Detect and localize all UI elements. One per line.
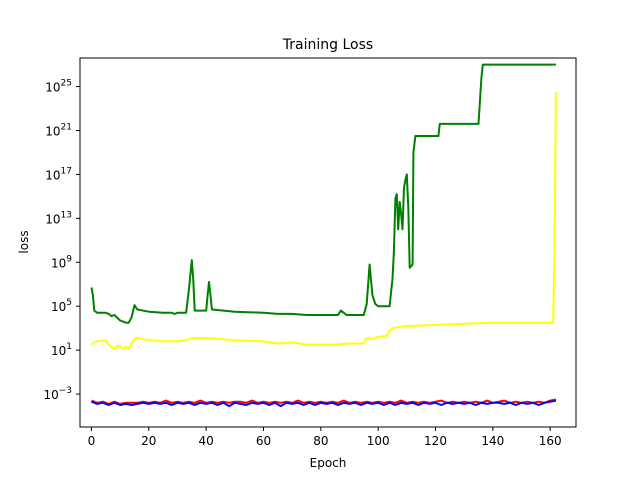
y-axis: 10−3 101 105 109 1013 1017 1021 1025 <box>43 79 80 402</box>
y-tick-label: 1013 <box>45 210 72 226</box>
series-line-2 <box>91 398 557 405</box>
y-tick-label: 109 <box>51 254 72 270</box>
x-tick-label: 140 <box>481 434 504 448</box>
x-tick-label: 80 <box>313 434 328 448</box>
x-axis: 0 20 40 60 80 100 120 140 160 <box>88 427 562 448</box>
x-tick-label: 100 <box>367 434 390 448</box>
y-tick-label: 10−3 <box>43 386 72 402</box>
y-tick-label: 1017 <box>45 166 72 182</box>
x-tick-label: 60 <box>256 434 271 448</box>
series-line-3 <box>91 399 557 408</box>
x-tick-label: 20 <box>141 434 156 448</box>
x-tick-label: 160 <box>539 434 562 448</box>
plot-frame <box>79 57 577 428</box>
x-tick-label: 120 <box>424 434 447 448</box>
y-tick-label: 1025 <box>45 79 72 95</box>
x-tick-label: 40 <box>199 434 214 448</box>
y-tick-label: 1021 <box>45 122 72 138</box>
y-tick-label: 105 <box>51 298 72 314</box>
x-axis-label: Epoch <box>310 456 347 470</box>
series-line-0 <box>90 63 556 324</box>
x-tick-label: 0 <box>88 434 96 448</box>
y-tick-label: 101 <box>51 342 72 358</box>
chart-title: Training Loss <box>282 37 373 53</box>
series-layer <box>90 63 557 408</box>
y-axis-label: loss <box>17 230 31 253</box>
series-line-1 <box>90 91 557 350</box>
